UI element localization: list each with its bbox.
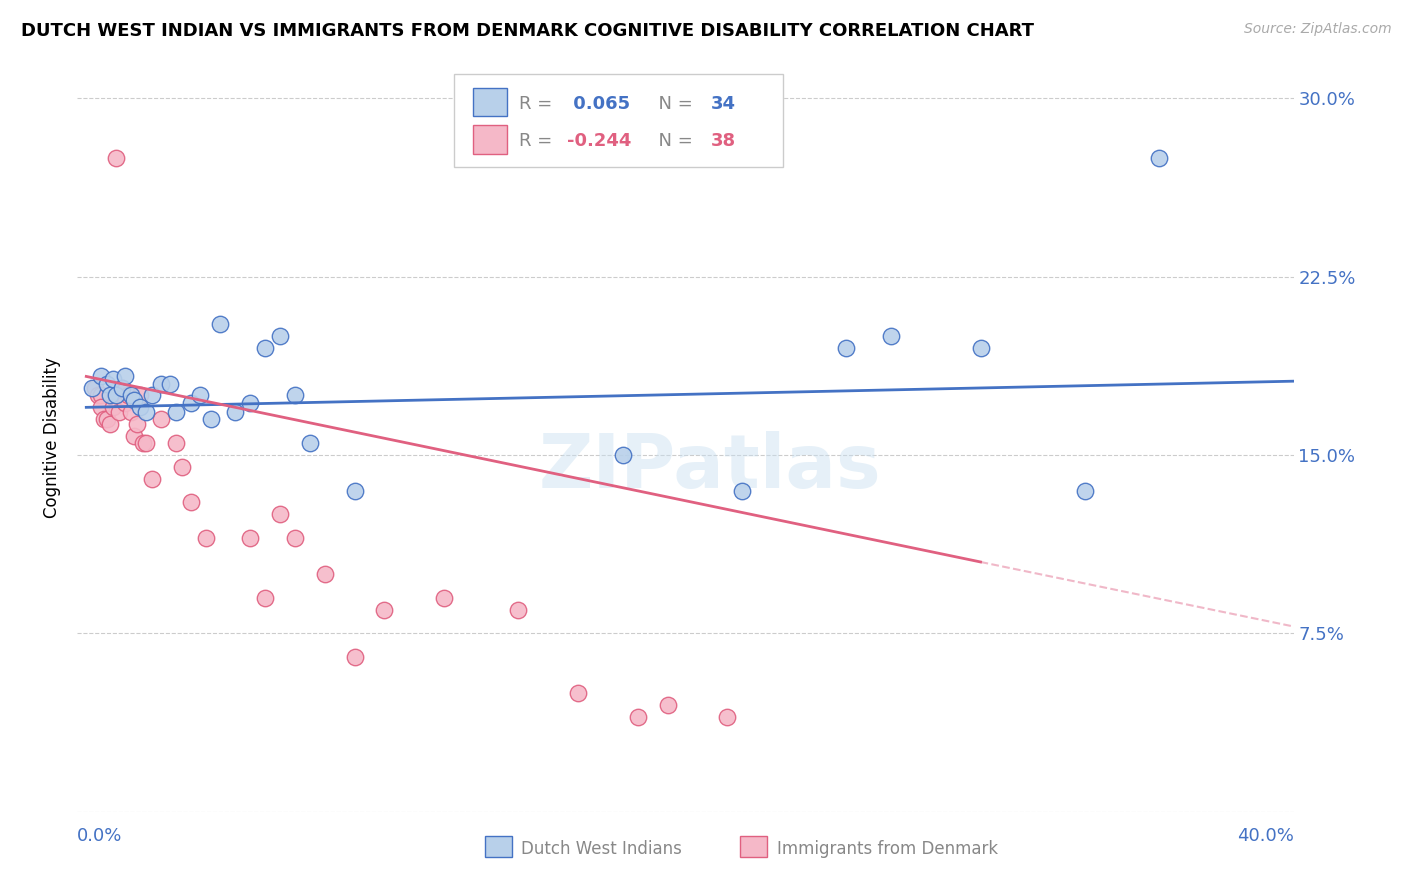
Point <box>254 591 277 605</box>
Point <box>114 369 136 384</box>
Point <box>880 329 903 343</box>
Point <box>120 388 142 402</box>
Point <box>122 429 145 443</box>
Point <box>180 495 202 509</box>
Text: 0.0%: 0.0% <box>77 827 122 845</box>
Point <box>835 341 858 355</box>
Point <box>122 393 145 408</box>
Point <box>165 436 187 450</box>
FancyBboxPatch shape <box>472 88 506 116</box>
Text: 34: 34 <box>711 95 735 112</box>
Point <box>200 412 222 426</box>
Point <box>1074 483 1097 498</box>
Point <box>111 381 134 395</box>
Point <box>120 405 142 419</box>
Text: 40.0%: 40.0% <box>1237 827 1294 845</box>
Point <box>170 459 193 474</box>
Point <box>141 388 163 402</box>
Point <box>433 591 456 605</box>
Point <box>96 412 118 426</box>
Point <box>135 405 157 419</box>
Point <box>135 436 157 450</box>
Point <box>108 405 131 419</box>
Text: Dutch West Indians: Dutch West Indians <box>522 840 682 858</box>
Point <box>101 372 124 386</box>
Text: DUTCH WEST INDIAN VS IMMIGRANTS FROM DENMARK COGNITIVE DISABILITY CORRELATION CH: DUTCH WEST INDIAN VS IMMIGRANTS FROM DEN… <box>21 22 1033 40</box>
Point <box>269 508 291 522</box>
Text: R =: R = <box>519 95 558 112</box>
FancyBboxPatch shape <box>485 836 512 856</box>
Point <box>180 395 202 409</box>
Point <box>716 709 738 723</box>
Text: R =: R = <box>519 132 558 150</box>
Point <box>117 388 139 402</box>
Point <box>657 698 679 712</box>
Text: ZIPatlas: ZIPatlas <box>538 431 882 504</box>
Point <box>239 531 262 545</box>
Text: 0.065: 0.065 <box>568 95 630 112</box>
Point <box>731 483 754 498</box>
Point <box>90 401 112 415</box>
Point <box>90 369 112 384</box>
Point <box>343 483 366 498</box>
Point <box>254 341 277 355</box>
Point <box>343 650 366 665</box>
Point <box>149 412 172 426</box>
FancyBboxPatch shape <box>454 74 783 168</box>
Y-axis label: Cognitive Disability: Cognitive Disability <box>44 357 62 517</box>
FancyBboxPatch shape <box>740 836 766 856</box>
Point <box>149 376 172 391</box>
Point <box>105 388 128 402</box>
Point <box>105 151 128 165</box>
Text: Source: ZipAtlas.com: Source: ZipAtlas.com <box>1244 22 1392 37</box>
Point <box>373 602 395 616</box>
Point <box>209 317 232 331</box>
Point <box>129 401 152 415</box>
Point <box>111 381 134 395</box>
Point <box>284 531 307 545</box>
Point <box>239 395 262 409</box>
Point <box>298 436 321 450</box>
Point <box>567 686 589 700</box>
Point <box>1149 151 1171 165</box>
Point <box>98 417 121 431</box>
Text: N =: N = <box>647 132 697 150</box>
Point <box>188 388 211 402</box>
Point <box>314 566 336 581</box>
Point <box>96 376 118 391</box>
Text: Immigrants from Denmark: Immigrants from Denmark <box>776 840 998 858</box>
Point <box>969 341 991 355</box>
Point <box>114 395 136 409</box>
Point <box>224 405 246 419</box>
Point <box>87 388 110 402</box>
Point <box>101 401 124 415</box>
Point <box>627 709 650 723</box>
Text: -0.244: -0.244 <box>568 132 631 150</box>
Point <box>159 376 181 391</box>
Point <box>269 329 291 343</box>
Point <box>284 388 307 402</box>
Point <box>82 381 104 395</box>
Point <box>93 412 115 426</box>
Text: 38: 38 <box>711 132 737 150</box>
Point <box>98 388 121 402</box>
Point <box>90 388 112 402</box>
Point <box>165 405 187 419</box>
Point <box>129 388 152 402</box>
Point <box>84 381 107 395</box>
Point <box>612 448 634 462</box>
Point <box>125 417 148 431</box>
Point <box>132 436 155 450</box>
Point <box>194 531 217 545</box>
Point <box>141 472 163 486</box>
FancyBboxPatch shape <box>472 126 506 153</box>
Text: N =: N = <box>647 95 697 112</box>
Point <box>508 602 530 616</box>
